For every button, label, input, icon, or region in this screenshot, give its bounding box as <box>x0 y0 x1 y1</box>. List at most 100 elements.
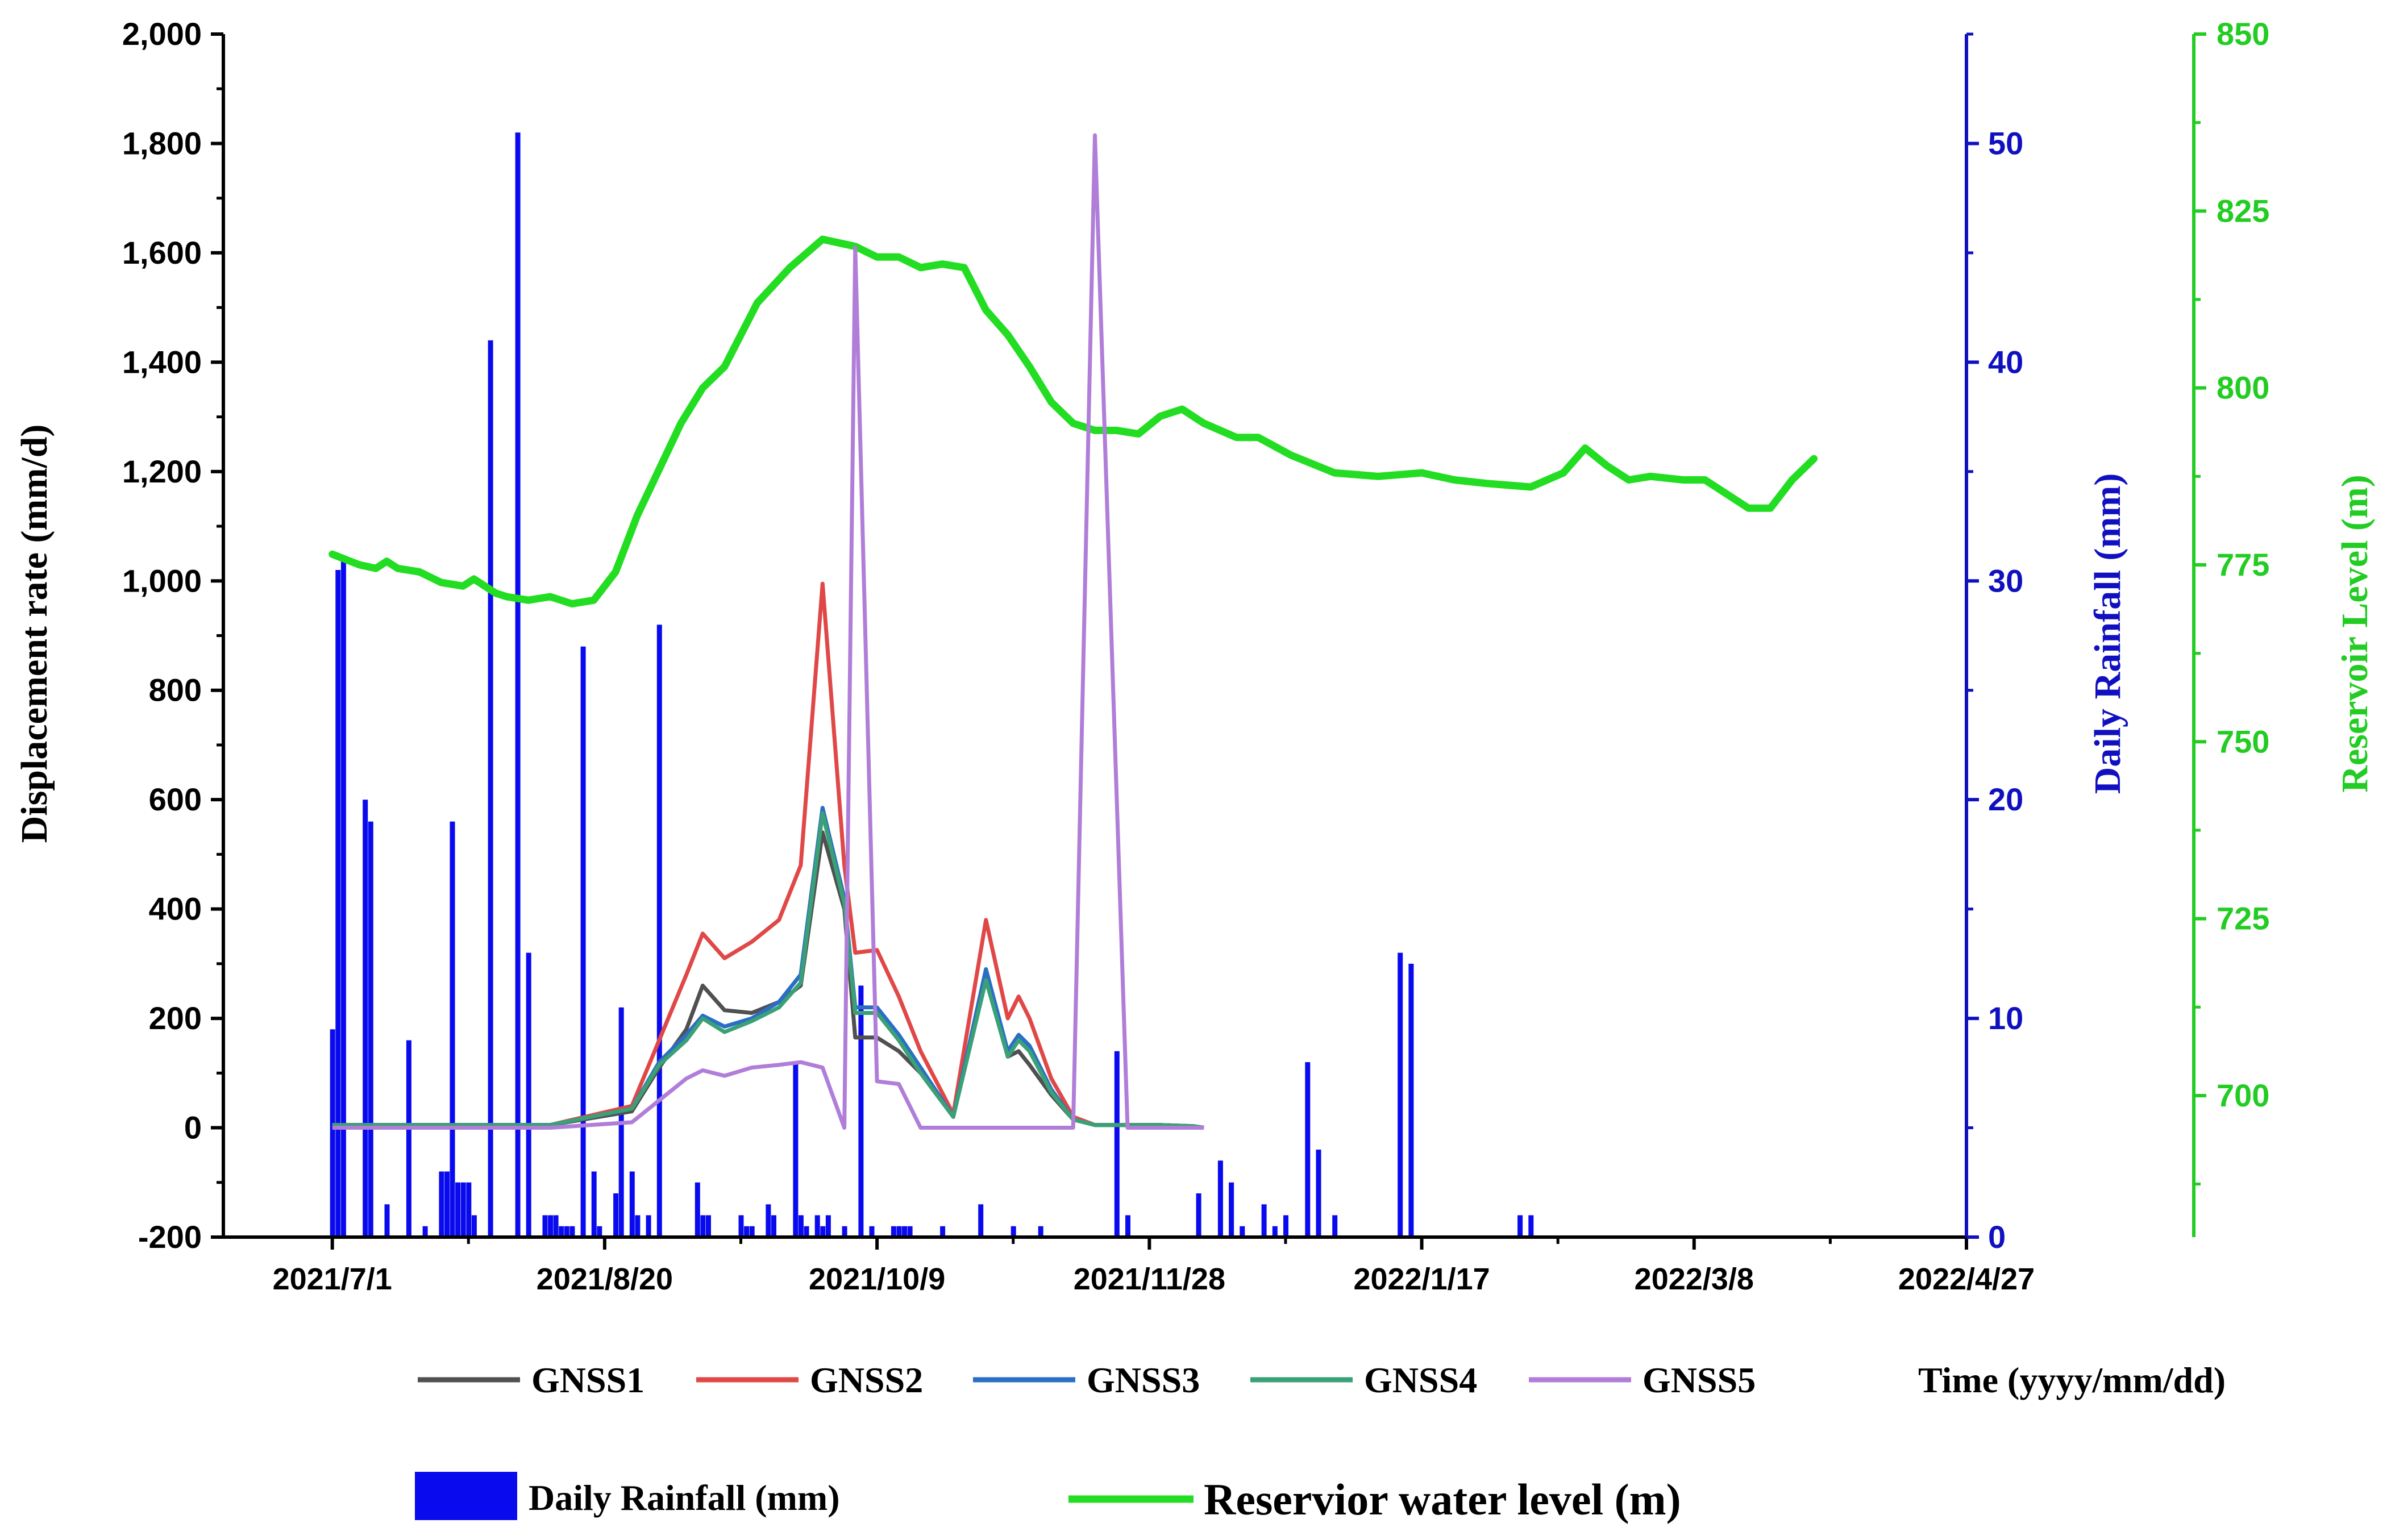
x-tick-label: 2022/1/17 <box>1353 1262 1490 1296</box>
x-axis-ticks: 2021/7/1 2021/8/20 2021/10/9 2021/11/28 2022… <box>273 1237 2035 1296</box>
legend-label-rainfall: Daily Rainfall (mm) <box>529 1477 840 1518</box>
rainfall-bar <box>559 1226 564 1237</box>
rainfall-bar <box>1528 1215 1534 1237</box>
x-axis-label: Time (yyyy/mm/dd) <box>1918 1360 2226 1400</box>
rainfall-bar <box>907 1226 913 1237</box>
left-tick-label: 800 <box>149 672 202 708</box>
rainfall-bar <box>460 1182 466 1237</box>
y-axis-label-left: Displacement rate (mm/d) <box>14 424 55 843</box>
rainfall-bar <box>471 1215 477 1237</box>
y-axis-label-rainfall: Daily Rainfall (mm) <box>2087 473 2128 794</box>
rainfall-bar <box>1517 1215 1523 1237</box>
rainfall-bar <box>406 1040 411 1237</box>
level-tick-label: 725 <box>2217 901 2269 937</box>
rainfall-bar <box>820 1226 826 1237</box>
reservoir-level-line <box>328 235 1818 607</box>
rainfall-bar <box>766 1204 771 1237</box>
x-tick-label: 2021/7/1 <box>273 1262 392 1296</box>
x-tick-label: 2021/8/20 <box>537 1262 673 1296</box>
rainfall-bar <box>1408 963 1414 1237</box>
rainfall-bar <box>422 1226 428 1237</box>
rainfall-bar <box>1316 1150 1321 1237</box>
rainfall-bar <box>488 340 493 1237</box>
rainfall-bar <box>455 1182 461 1237</box>
rainfall-bar <box>804 1226 809 1237</box>
rainfall-bar <box>580 646 586 1237</box>
rainfall-bar <box>978 1204 984 1237</box>
rainfall-bar <box>450 821 455 1237</box>
left-tick-label: 1,600 <box>122 235 202 270</box>
rainfall-bar <box>793 1062 799 1237</box>
rainfall-bar <box>466 1182 472 1237</box>
rainfall-bar <box>1125 1215 1130 1237</box>
rainfall-bar <box>629 1171 635 1237</box>
rainfall-bar <box>869 1226 875 1237</box>
rainfall-bar <box>569 1226 575 1237</box>
level-tick-label: 825 <box>2217 193 2269 228</box>
rainfall-axis-ticks: 0 10 20 30 40 50 <box>1966 32 2023 1255</box>
rainfall-bar <box>384 1204 390 1237</box>
legend-label-gnss3: GNSS3 <box>1087 1360 1200 1400</box>
rainfall-bar <box>700 1215 706 1237</box>
rainfall-bar <box>1038 1226 1043 1237</box>
rainfall-bar <box>814 1215 820 1237</box>
x-tick-label: 2021/11/28 <box>1074 1262 1225 1296</box>
legend-label-gnss4: GNSS4 <box>1364 1360 1477 1400</box>
rainfall-bar <box>646 1215 651 1237</box>
plot-frame <box>222 34 2195 1239</box>
rainfall-bar <box>656 625 662 1237</box>
rainfall-bar <box>1272 1226 1278 1237</box>
level-tick-label: 700 <box>2217 1077 2269 1113</box>
gnss5-line <box>332 133 1204 1130</box>
level-tick-label: 775 <box>2217 547 2269 582</box>
rainfall-bar <box>902 1226 907 1237</box>
left-tick-label: 2,000 <box>122 16 202 52</box>
rainfall-bar <box>858 985 864 1237</box>
rainfall-bar <box>825 1215 831 1237</box>
legend-swatch-rainfall <box>415 1472 517 1520</box>
rainfall-bar <box>1283 1215 1288 1237</box>
rainfall-bar <box>553 1215 559 1237</box>
rainfall-bar <box>1011 1226 1016 1237</box>
left-tick-label: 1,800 <box>122 125 202 161</box>
rainfall-bar <box>564 1226 569 1237</box>
rainfall-bars <box>330 132 1534 1237</box>
legend-label-gnss5: GNSS5 <box>1642 1360 1756 1400</box>
rainfall-bar <box>439 1171 444 1237</box>
rainfall-bar <box>744 1226 750 1237</box>
rainfall-bar <box>335 570 341 1237</box>
rain-tick-label: 50 <box>1988 125 2023 161</box>
level-tick-label: 850 <box>2217 16 2269 52</box>
rainfall-bar <box>749 1226 755 1237</box>
reservoir-level-series <box>328 235 1818 607</box>
rainfall-bar <box>1261 1204 1267 1237</box>
rainfall-bar <box>771 1215 776 1237</box>
level-axis-ticks: 700 725 750 775 800 825 850 <box>2194 16 2269 1186</box>
y-axis-label-level: Reservoir Level (m) <box>2334 475 2376 793</box>
rainfall-bar <box>363 800 368 1237</box>
gnss-series <box>332 133 1204 1130</box>
rainfall-bar <box>896 1226 902 1237</box>
rainfall-bar <box>1305 1062 1311 1237</box>
legend-label-gnss1: GNSS1 <box>531 1360 644 1400</box>
left-tick-label: 1,400 <box>122 344 202 380</box>
legend-label-level: Reservior water level (m) <box>1204 1475 1681 1524</box>
rainfall-bar <box>635 1215 641 1237</box>
rainfall-bar <box>891 1226 896 1237</box>
rainfall-bar <box>591 1171 597 1237</box>
left-tick-label: 1,200 <box>122 453 202 489</box>
rainfall-bar <box>526 952 531 1237</box>
left-tick-label: 600 <box>149 781 202 817</box>
rainfall-bar <box>1229 1182 1234 1237</box>
rainfall-bar <box>940 1226 946 1237</box>
left-tick-label: -200 <box>138 1219 202 1255</box>
rainfall-bar <box>597 1226 602 1237</box>
x-tick-label: 2022/3/8 <box>1635 1262 1754 1296</box>
level-tick-label: 800 <box>2217 370 2269 406</box>
legend: GNSS1 GNSS2 GNSS3 GNSS4 GNSS5 Time (yyyy… <box>415 1360 2226 1524</box>
rain-tick-label: 30 <box>1988 563 2023 598</box>
rainfall-bar <box>706 1215 711 1237</box>
rainfall-bar <box>613 1193 619 1237</box>
gnss4-line <box>332 811 1204 1130</box>
